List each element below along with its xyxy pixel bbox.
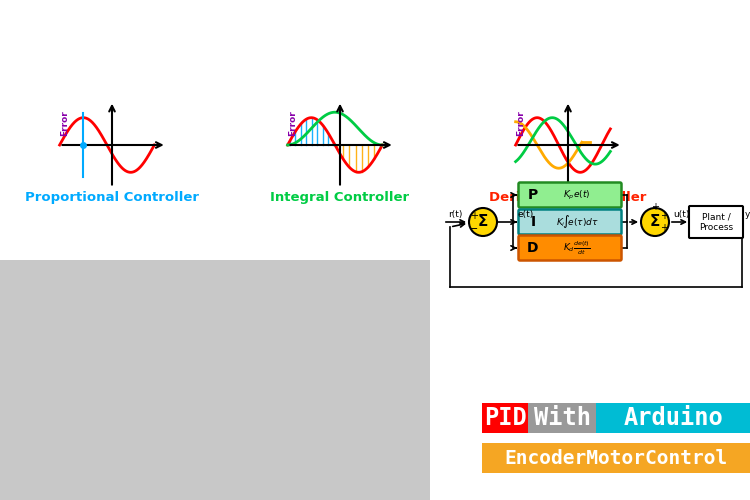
Text: PID: PID	[484, 406, 526, 430]
FancyBboxPatch shape	[528, 403, 596, 433]
Text: +: +	[651, 202, 659, 212]
Text: D: D	[527, 241, 538, 255]
Text: Integral Controller: Integral Controller	[271, 191, 410, 204]
Text: With: With	[533, 406, 590, 430]
Text: Plant /
Process: Plant / Process	[699, 212, 733, 232]
Text: EncoderMotorControl: EncoderMotorControl	[504, 448, 728, 468]
Text: P: P	[528, 188, 538, 202]
Text: +: +	[470, 211, 478, 221]
Text: Arduino: Arduino	[623, 406, 723, 430]
Text: $K_p e(t)$: $K_p e(t)$	[563, 188, 591, 202]
Text: $K_d\frac{de(t)}{dt}$: $K_d\frac{de(t)}{dt}$	[563, 240, 591, 256]
Text: u(t): u(t)	[673, 210, 689, 219]
Text: +: +	[660, 223, 668, 233]
Text: I: I	[530, 215, 536, 229]
Text: y(t): y(t)	[745, 210, 750, 219]
Text: $K_i\!\int\!e(\tau)d\tau$: $K_i\!\int\!e(\tau)d\tau$	[556, 214, 598, 230]
FancyBboxPatch shape	[689, 206, 743, 238]
FancyBboxPatch shape	[518, 182, 622, 208]
Text: −: −	[470, 224, 478, 234]
Text: Error: Error	[288, 111, 297, 136]
FancyBboxPatch shape	[518, 210, 622, 234]
FancyBboxPatch shape	[482, 403, 528, 433]
Text: Derivative Controller: Derivative Controller	[489, 191, 646, 204]
FancyBboxPatch shape	[518, 236, 622, 260]
Text: e(t): e(t)	[517, 210, 533, 219]
Text: Σ: Σ	[478, 214, 488, 230]
Circle shape	[469, 208, 497, 236]
Circle shape	[641, 208, 669, 236]
Text: Σ: Σ	[650, 214, 660, 230]
Text: Proportional Controller: Proportional Controller	[25, 191, 199, 204]
Text: Error: Error	[60, 111, 69, 136]
Text: r(t): r(t)	[448, 210, 462, 219]
FancyBboxPatch shape	[596, 403, 750, 433]
Text: Error: Error	[516, 111, 525, 136]
Text: +: +	[660, 211, 668, 221]
FancyBboxPatch shape	[482, 443, 750, 473]
FancyBboxPatch shape	[0, 260, 430, 500]
